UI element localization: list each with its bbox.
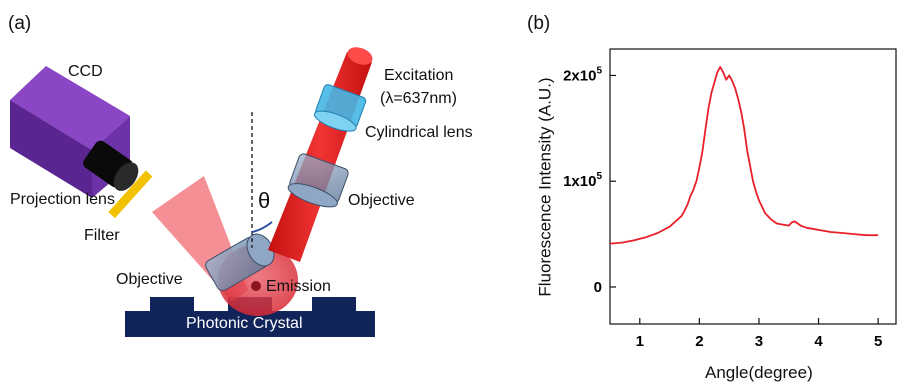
x-tick-label: 2 — [695, 333, 703, 350]
x-tick-label: 5 — [874, 333, 882, 350]
excitation-beam — [268, 52, 372, 262]
objective-right — [287, 153, 349, 208]
objective-left-label: Objective — [116, 271, 183, 288]
series-line — [609, 66, 879, 245]
projection-lens — [83, 140, 139, 191]
projection-lens-label: Projection lens — [10, 191, 115, 208]
y-tick-label: 0 — [594, 279, 602, 296]
objective-right-label: Objective — [348, 192, 415, 209]
optical-schematic — [10, 47, 375, 337]
objective-left — [205, 233, 275, 292]
x-tick-label: 1 — [636, 333, 644, 350]
theta-label: θ — [258, 188, 271, 213]
photonic-crystal-label: Photonic Crystal — [186, 315, 303, 332]
cylindrical-lens-label: Cylindrical lens — [365, 124, 473, 141]
emission-label: Emission — [266, 278, 331, 295]
panel-a-label: (a) — [8, 13, 32, 34]
x-axis-label: Angle(degree) — [705, 363, 813, 382]
y-axis-label: Fluorescence Intensity (A.U.) — [535, 77, 555, 297]
plot-frame — [609, 48, 897, 325]
cylindrical-lens — [313, 84, 367, 132]
chart: 1 2 3 4 5 0 1x105 2x105 — [563, 48, 897, 350]
angle-arc — [251, 221, 273, 233]
x-tick-label: 4 — [814, 333, 823, 350]
excitation-label: Excitation — [384, 67, 454, 84]
wavelength-label: (λ=637nm) — [380, 90, 457, 107]
y-tick-label: 2x105 — [563, 65, 602, 84]
emission-spot — [251, 281, 261, 291]
panel-b-label: (b) — [527, 13, 551, 34]
ccd-label: CCD — [68, 63, 103, 80]
axis-ticks: 1 2 3 4 5 0 1x105 2x105 — [563, 65, 882, 350]
y-tick-label: 1x105 — [563, 171, 602, 190]
filter-label: Filter — [84, 227, 120, 244]
x-tick-label: 3 — [755, 333, 763, 350]
filter — [108, 170, 153, 219]
